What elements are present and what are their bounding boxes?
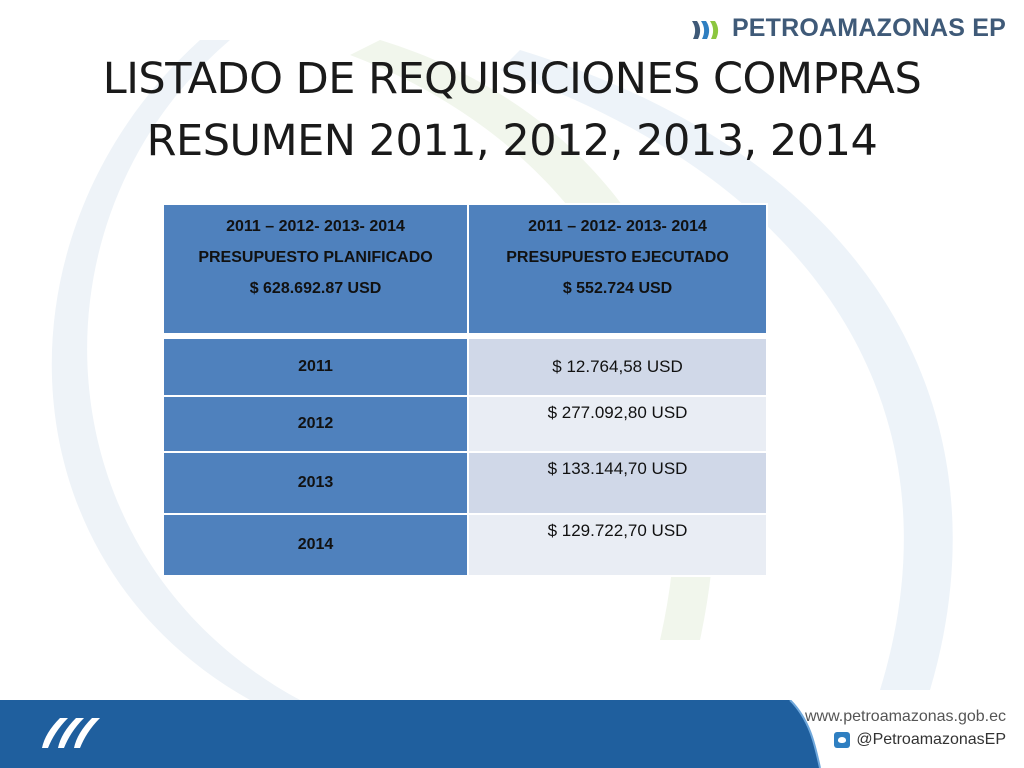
table-row: 2011 $ 12.764,58 USD [161, 337, 768, 397]
header-planned: 2011 – 2012- 2013- 2014 PRESUPUESTO PLAN… [161, 203, 470, 335]
footer-logo-icon [42, 718, 100, 748]
value-cell: $ 277.092,80 USD [467, 395, 768, 453]
footer-bar [0, 700, 1024, 768]
year-cell: 2013 [161, 451, 470, 515]
header-executed: 2011 – 2012- 2013- 2014 PRESUPUESTO EJEC… [467, 203, 768, 335]
header-planned-amount: $ 628.692.87 USD [249, 280, 382, 297]
year-cell: 2011 [161, 337, 470, 397]
year-cell: 2014 [161, 513, 470, 577]
table-separator [163, 334, 767, 338]
title-line-2: RESUMEN 2011, 2012, 2013, 2014 [146, 116, 878, 166]
logo-mark-icon [691, 20, 719, 39]
company-logo: PETROAMAZONAS EP [690, 14, 1006, 43]
title-line-1: LISTADO DE REQUISICIONES COMPRAS [102, 54, 922, 104]
logo-text: PETROAMAZONAS EP [731, 14, 1006, 42]
year-cell: 2012 [161, 395, 470, 453]
value-cell: $ 129.722,70 USD [467, 513, 768, 577]
table-row: 2013 $ 133.144,70 USD [161, 451, 768, 515]
twitter-icon [834, 732, 851, 748]
value-cell: $ 12.764,58 USD [467, 337, 768, 397]
header-planned-label: PRESUPUESTO PLANIFICADO [198, 249, 433, 266]
header-executed-label: PRESUPUESTO EJECUTADO [506, 249, 729, 266]
footer-social[interactable]: @PetroamazonasEP [834, 731, 1006, 749]
header-planned-years: 2011 – 2012- 2013- 2014 [226, 218, 405, 235]
table-row: 2012 $ 277.092,80 USD [161, 395, 768, 453]
table-row: 2014 $ 129.722,70 USD [161, 513, 768, 577]
value-cell: $ 133.144,70 USD [467, 451, 768, 515]
budget-table: 2011 – 2012- 2013- 2014 PRESUPUESTO PLAN… [161, 203, 768, 577]
footer-website[interactable]: www.petroamazonas.gob.ec [805, 708, 1006, 725]
table-header-row: 2011 – 2012- 2013- 2014 PRESUPUESTO PLAN… [161, 203, 768, 335]
header-executed-amount: $ 552.724 USD [562, 280, 673, 297]
footer-twitter-handle[interactable]: @PetroamazonasEP [856, 731, 1006, 748]
header-executed-years: 2011 – 2012- 2013- 2014 [528, 218, 707, 235]
page-title: LISTADO DE REQUISICIONES COMPRAS RESUMEN… [0, 48, 1024, 172]
